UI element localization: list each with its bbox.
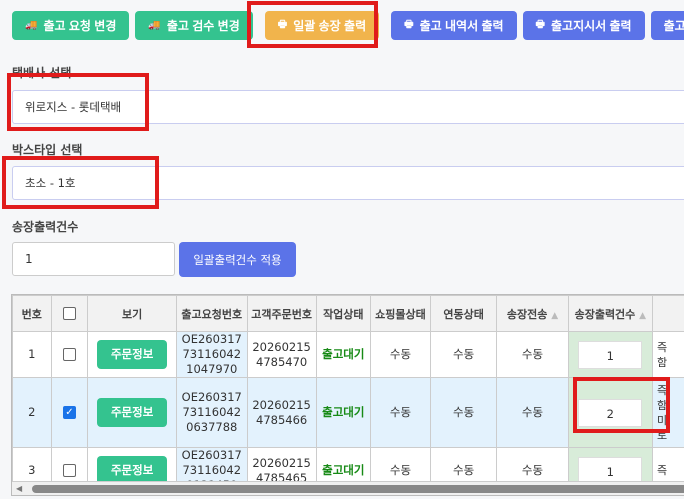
print-count-input[interactable]: 1 [12, 242, 175, 276]
print-count-cell-input[interactable]: 1 [578, 340, 643, 369]
cell-line: 1047970 [186, 362, 238, 376]
cell-line: 73116042 [182, 463, 242, 477]
col-sync-status: 연동상태 [429, 295, 498, 332]
print-count-cell-input[interactable]: 1 [578, 456, 643, 485]
col-mall-status: 쇼핑몰상태 [370, 295, 431, 332]
cell-line: 20260215 [252, 397, 311, 412]
print-shipping-history-button[interactable]: 🖶 출고 내역서 출력 [391, 11, 517, 40]
work-status: 출고대기 [315, 377, 372, 448]
invoice-send-status: 수동 [496, 377, 569, 448]
shipping-detail-button[interactable]: 출고 상 [650, 11, 684, 40]
print-count-label: 송장출력건수 [12, 220, 79, 234]
row-checkbox[interactable]: ✓ [62, 406, 76, 419]
row-number: 2 [12, 377, 52, 448]
scrollbar-thumb[interactable] [32, 485, 684, 493]
cell-line: 즉 [657, 383, 668, 397]
col-request-no: 출고요청번호 [175, 295, 248, 332]
cell-line: 73116042 [182, 405, 242, 419]
row-checkbox[interactable] [62, 464, 76, 477]
cell-line: 73116042 [182, 347, 242, 361]
printer-icon: 🖶 [277, 19, 288, 30]
box-type-label: 박스타입 선택 [12, 143, 83, 157]
print-count-cell-input[interactable]: 2 [578, 398, 643, 427]
order-info-button[interactable]: 주문정보 [97, 398, 168, 427]
horizontal-scrollbar[interactable]: ◀ [12, 481, 684, 495]
change-shipping-request-button[interactable]: 🚚 출고 요청 변경 [12, 11, 130, 40]
order-number: 20260215 4785470 [246, 331, 317, 378]
cell-line: 20260215 [252, 455, 311, 470]
mall-status: 수동 [370, 331, 431, 378]
toolbar: 🚚 출고 요청 변경 🚚 출고 검수 변경 🖶 일괄 송장 출력 🖶 출고 내역서 출력… [12, 11, 684, 40]
courier-select[interactable]: 위로지스 - 롯데택배 [12, 90, 684, 124]
row-checkbox[interactable] [62, 348, 76, 361]
truck-icon: 🚚 [25, 20, 38, 31]
row-number: 1 [12, 331, 52, 378]
box-type-select[interactable]: 초소 - 1호 [12, 166, 684, 200]
col-work-status: 작업상태 [315, 295, 372, 332]
cell-line: OE260317 [181, 448, 242, 463]
work-status: 출고대기 [315, 331, 372, 378]
cell-line: 즉 [657, 464, 668, 477]
request-number: OE260317 73116042 1047970 [175, 331, 248, 378]
cell-line: OE260317 [181, 332, 242, 347]
mall-status: 수동 [370, 377, 431, 448]
change-shipping-inspection-button[interactable]: 🚚 출고 검수 변경 [135, 11, 253, 40]
table-header: 번호 보기 출고요청번호 고객주문번호 작업상태 쇼핑몰상태 연동상태 송장전송… [12, 295, 684, 332]
truck-icon: 🚚 [148, 20, 161, 31]
col-order-no: 고객주문번호 [246, 295, 317, 332]
invoice-send-status: 수동 [496, 331, 569, 378]
order-info-button[interactable]: 주문정보 [97, 340, 168, 369]
courier-label: 택배사 선택 [12, 66, 72, 80]
sync-status: 수동 [429, 331, 498, 378]
apply-print-count-button[interactable]: 일괄출력건수 적용 [179, 242, 296, 277]
order-number: 20260215 4785466 [246, 377, 317, 448]
bulk-invoice-print-button[interactable]: 🖶 일괄 송장 출력 [264, 11, 380, 40]
col-print-count[interactable]: 송장출력건수 ▲ [567, 295, 654, 332]
col-view: 보기 [87, 295, 177, 332]
col-extra [652, 295, 684, 332]
print-shipping-order-button[interactable]: 🖶 출고지시서 출력 [522, 11, 645, 40]
scroll-left-icon: ◀ [16, 484, 23, 493]
col-number: 번호 [12, 295, 52, 332]
cell-line: 토 [657, 428, 668, 442]
cell-line: 0637788 [186, 420, 238, 434]
printer-icon: 🖶 [404, 19, 414, 30]
col-invoice-send[interactable]: 송장전송 ▲ [496, 295, 569, 332]
shipment-table: 번호 보기 출고요청번호 고객주문번호 작업상태 쇼핑몰상태 연동상태 송장전송… [11, 294, 684, 496]
table-row: 2 ✓ 주문정보 OE260317 73116042 0637788 2026021… [12, 377, 684, 448]
order-info-button[interactable]: 주문정보 [97, 456, 168, 485]
select-all-checkbox[interactable] [62, 307, 76, 321]
cell-line: OE260317 [181, 390, 242, 404]
cell-line: 20260215 [252, 339, 311, 354]
cell-line: 4785470 [256, 354, 308, 369]
cell-line: 미 [657, 413, 668, 427]
table-row: 1 주문정보 OE260317 73116042 1047970 20260215 4… [12, 331, 684, 378]
col-select-all [50, 295, 89, 332]
cell-line: 4785466 [256, 412, 308, 427]
cell-line: 함 [657, 398, 668, 412]
sync-status: 수동 [429, 377, 498, 448]
sort-up-icon: ▲ [639, 310, 647, 321]
cell-line: 즉 [657, 340, 668, 354]
printer-icon: 🖶 [535, 19, 545, 30]
cell-line: 함 [657, 355, 668, 369]
request-number: OE260317 73116042 0637788 [175, 377, 248, 448]
sort-up-icon: ▲ [551, 310, 559, 321]
